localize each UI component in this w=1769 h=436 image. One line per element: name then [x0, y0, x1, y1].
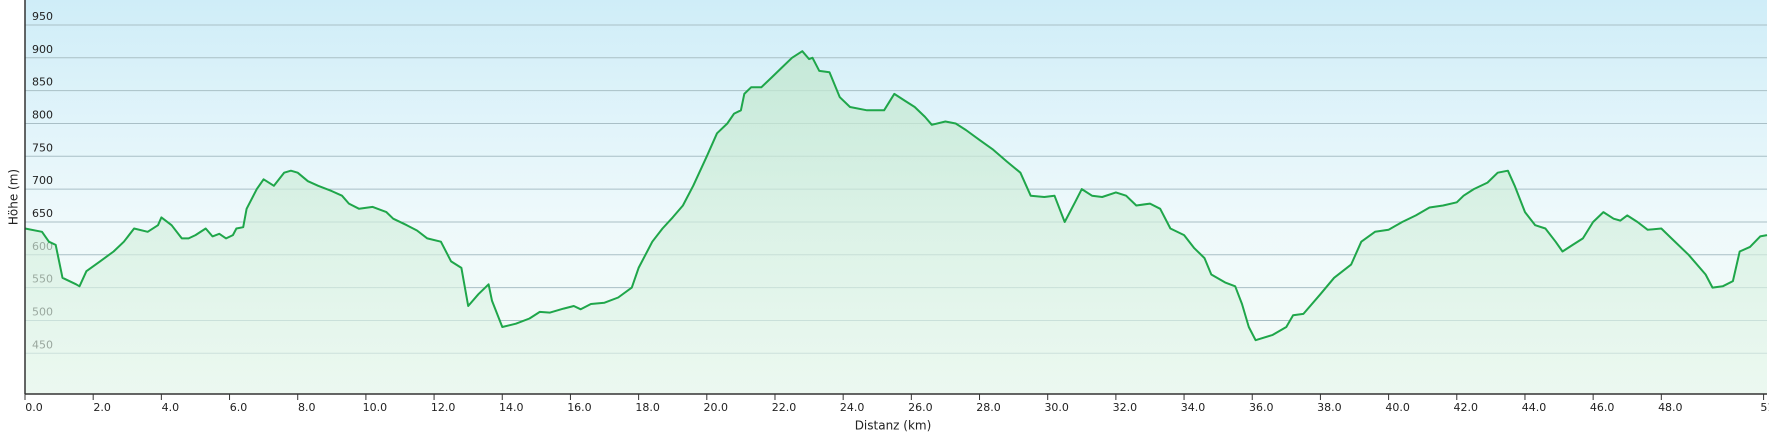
y-tick-label: 850 [32, 76, 53, 89]
x-tick-label: 4.0 [162, 401, 180, 414]
y-tick-label: 950 [32, 10, 53, 23]
x-tick-label: 30.0 [1044, 401, 1069, 414]
x-tick-label: 2.0 [93, 401, 111, 414]
x-axis-label: Distanz (km) [855, 419, 932, 433]
x-tick-label: 38.0 [1317, 401, 1342, 414]
x-tick-label: 34.0 [1181, 401, 1206, 414]
x-tick-label: 48.0 [1658, 401, 1683, 414]
area-fill [25, 51, 1767, 394]
x-tick-label: 0.0 [25, 401, 43, 414]
y-axis-label: Höhe (m) [7, 169, 21, 225]
x-tick-label: 28.0 [976, 401, 1001, 414]
x-tick-label: 42.0 [1454, 401, 1479, 414]
x-tick-label: 14.0 [499, 401, 524, 414]
x-tick-label: 10.0 [363, 401, 388, 414]
x-tick-label: 16.0 [567, 401, 592, 414]
x-tick-label: 46.0 [1590, 401, 1615, 414]
x-tick-label: 22.0 [772, 401, 797, 414]
x-tick-label: 6.0 [230, 401, 248, 414]
x-tick-label: 8.0 [298, 401, 316, 414]
x-tick-label: 12.0 [431, 401, 456, 414]
x-tick-label: 36.0 [1249, 401, 1274, 414]
x-tick-label: 24.0 [840, 401, 865, 414]
y-tick-label: 800 [32, 108, 53, 121]
x-tick-label: 20.0 [704, 401, 729, 414]
y-tick-label: 750 [32, 141, 53, 154]
elevation-line [24, 50, 1768, 342]
x-tick-label: 40.0 [1385, 401, 1410, 414]
x-tick-label: 51.0 [1760, 401, 1769, 414]
x-tick-label: 44.0 [1522, 401, 1547, 414]
x-tick-label: 26.0 [908, 401, 933, 414]
x-tick-label: 18.0 [635, 401, 660, 414]
y-tick-label: 900 [32, 43, 53, 56]
y-tick-label: 700 [32, 174, 53, 187]
y-tick-label: 650 [32, 207, 53, 220]
x-tick-label: 32.0 [1113, 401, 1138, 414]
